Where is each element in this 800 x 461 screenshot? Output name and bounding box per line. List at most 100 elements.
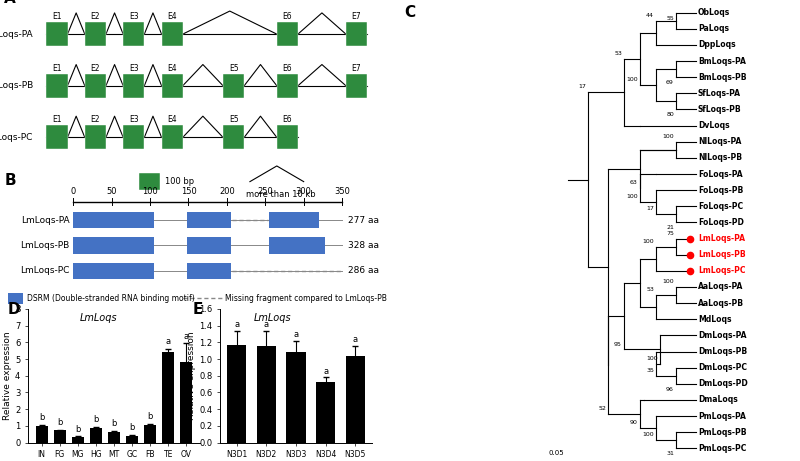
Text: 17: 17 — [646, 207, 654, 212]
Bar — [36, 426, 47, 443]
Text: Missing fragment compared to LmLoqs-PB: Missing fragment compared to LmLoqs-PB — [225, 294, 387, 303]
Text: BmLoqs-PA: BmLoqs-PA — [698, 57, 746, 65]
Text: DmaLoqs: DmaLoqs — [698, 396, 738, 404]
Text: 250: 250 — [258, 187, 273, 196]
Text: 90: 90 — [630, 420, 638, 425]
Text: AaLoqs-PB: AaLoqs-PB — [698, 299, 744, 307]
Bar — [257, 346, 276, 443]
Text: LmLoqs: LmLoqs — [254, 313, 291, 323]
FancyBboxPatch shape — [223, 74, 244, 98]
Text: E: E — [193, 302, 203, 317]
Text: 0.05: 0.05 — [548, 450, 564, 456]
Text: FoLoqs-PD: FoLoqs-PD — [698, 218, 744, 227]
Text: PmLoqs-PA: PmLoqs-PA — [698, 412, 746, 420]
Text: FoLoqs-PC: FoLoqs-PC — [698, 202, 743, 211]
FancyBboxPatch shape — [162, 125, 182, 149]
Bar — [316, 383, 335, 443]
Text: 100 bp: 100 bp — [166, 177, 194, 186]
Text: a: a — [353, 335, 358, 344]
Text: 100: 100 — [642, 239, 654, 244]
Text: E2: E2 — [90, 12, 100, 21]
Text: b: b — [111, 420, 117, 428]
Text: LmLoqs-PB: LmLoqs-PB — [698, 250, 746, 259]
Text: more than 10 kb: more than 10 kb — [246, 190, 316, 199]
Text: B: B — [4, 173, 16, 188]
Text: LmLoqs-PA: LmLoqs-PA — [0, 30, 33, 39]
FancyBboxPatch shape — [269, 212, 319, 228]
Text: 17: 17 — [578, 84, 586, 89]
Text: 150: 150 — [181, 187, 196, 196]
Text: a: a — [294, 330, 298, 339]
FancyBboxPatch shape — [74, 237, 154, 254]
Text: E1: E1 — [52, 115, 62, 124]
FancyBboxPatch shape — [277, 74, 298, 98]
Text: BmLoqs-PB: BmLoqs-PB — [698, 73, 746, 82]
Text: E6: E6 — [282, 115, 292, 124]
Text: b: b — [39, 414, 44, 422]
Text: LmLoqs-PB: LmLoqs-PB — [20, 241, 70, 250]
Bar — [227, 345, 246, 443]
FancyBboxPatch shape — [85, 22, 106, 46]
FancyBboxPatch shape — [162, 74, 182, 98]
Bar — [108, 431, 120, 443]
Text: MdLoqs: MdLoqs — [698, 315, 731, 324]
Text: 69: 69 — [666, 80, 674, 85]
Text: C: C — [404, 5, 415, 20]
Text: a: a — [184, 331, 189, 341]
Text: 52: 52 — [598, 406, 606, 411]
Text: 55: 55 — [666, 16, 674, 21]
Text: 63: 63 — [630, 180, 638, 185]
Text: LmLoqs: LmLoqs — [80, 313, 118, 323]
Text: a: a — [264, 320, 269, 329]
FancyBboxPatch shape — [85, 125, 106, 149]
Text: 50: 50 — [106, 187, 117, 196]
FancyBboxPatch shape — [74, 212, 154, 228]
Text: 35: 35 — [646, 368, 654, 373]
Text: DmLoqs-PD: DmLoqs-PD — [698, 379, 748, 388]
Text: E2: E2 — [90, 115, 100, 124]
Text: SfLoqs-PB: SfLoqs-PB — [698, 105, 742, 114]
Bar — [181, 361, 192, 443]
Text: LmLoqs-PC: LmLoqs-PC — [0, 133, 33, 142]
Text: E7: E7 — [352, 64, 362, 73]
FancyBboxPatch shape — [85, 74, 106, 98]
Text: DSRM (Double-stranded RNA binding motif): DSRM (Double-stranded RNA binding motif) — [27, 294, 195, 303]
Text: 100: 100 — [646, 356, 658, 361]
Text: 80: 80 — [666, 112, 674, 118]
Text: a: a — [234, 320, 239, 329]
Text: 53: 53 — [614, 51, 622, 56]
Text: DmLoqs-PA: DmLoqs-PA — [698, 331, 746, 340]
Text: LmLoqs-PC: LmLoqs-PC — [20, 266, 70, 275]
Text: 277 aa: 277 aa — [348, 216, 379, 225]
Text: E3: E3 — [129, 115, 138, 124]
Text: DvLoqs: DvLoqs — [698, 121, 730, 130]
Text: a: a — [166, 337, 170, 347]
Text: PmLoqs-PC: PmLoqs-PC — [698, 444, 746, 453]
Text: b: b — [130, 423, 134, 432]
Text: E4: E4 — [167, 115, 177, 124]
FancyBboxPatch shape — [346, 74, 367, 98]
FancyBboxPatch shape — [123, 74, 144, 98]
Bar — [90, 428, 102, 443]
Text: E2: E2 — [90, 64, 100, 73]
Bar — [72, 437, 84, 443]
FancyBboxPatch shape — [8, 293, 23, 304]
Text: 286 aa: 286 aa — [348, 266, 379, 275]
Text: NlLoqs-PB: NlLoqs-PB — [698, 154, 742, 162]
FancyBboxPatch shape — [223, 125, 244, 149]
Text: FoLoqs-PA: FoLoqs-PA — [698, 170, 742, 178]
Text: 31: 31 — [666, 451, 674, 456]
FancyBboxPatch shape — [123, 22, 144, 46]
Text: 95: 95 — [614, 342, 622, 347]
FancyBboxPatch shape — [162, 22, 182, 46]
Text: PaLoqs: PaLoqs — [698, 24, 729, 33]
Text: 100: 100 — [662, 134, 674, 139]
Text: 100: 100 — [662, 279, 674, 284]
Text: 75: 75 — [666, 230, 674, 236]
Text: E5: E5 — [229, 115, 238, 124]
Text: b: b — [57, 418, 62, 427]
Text: 300: 300 — [296, 187, 312, 196]
Text: 0: 0 — [70, 187, 76, 196]
FancyBboxPatch shape — [187, 237, 230, 254]
FancyBboxPatch shape — [123, 125, 144, 149]
